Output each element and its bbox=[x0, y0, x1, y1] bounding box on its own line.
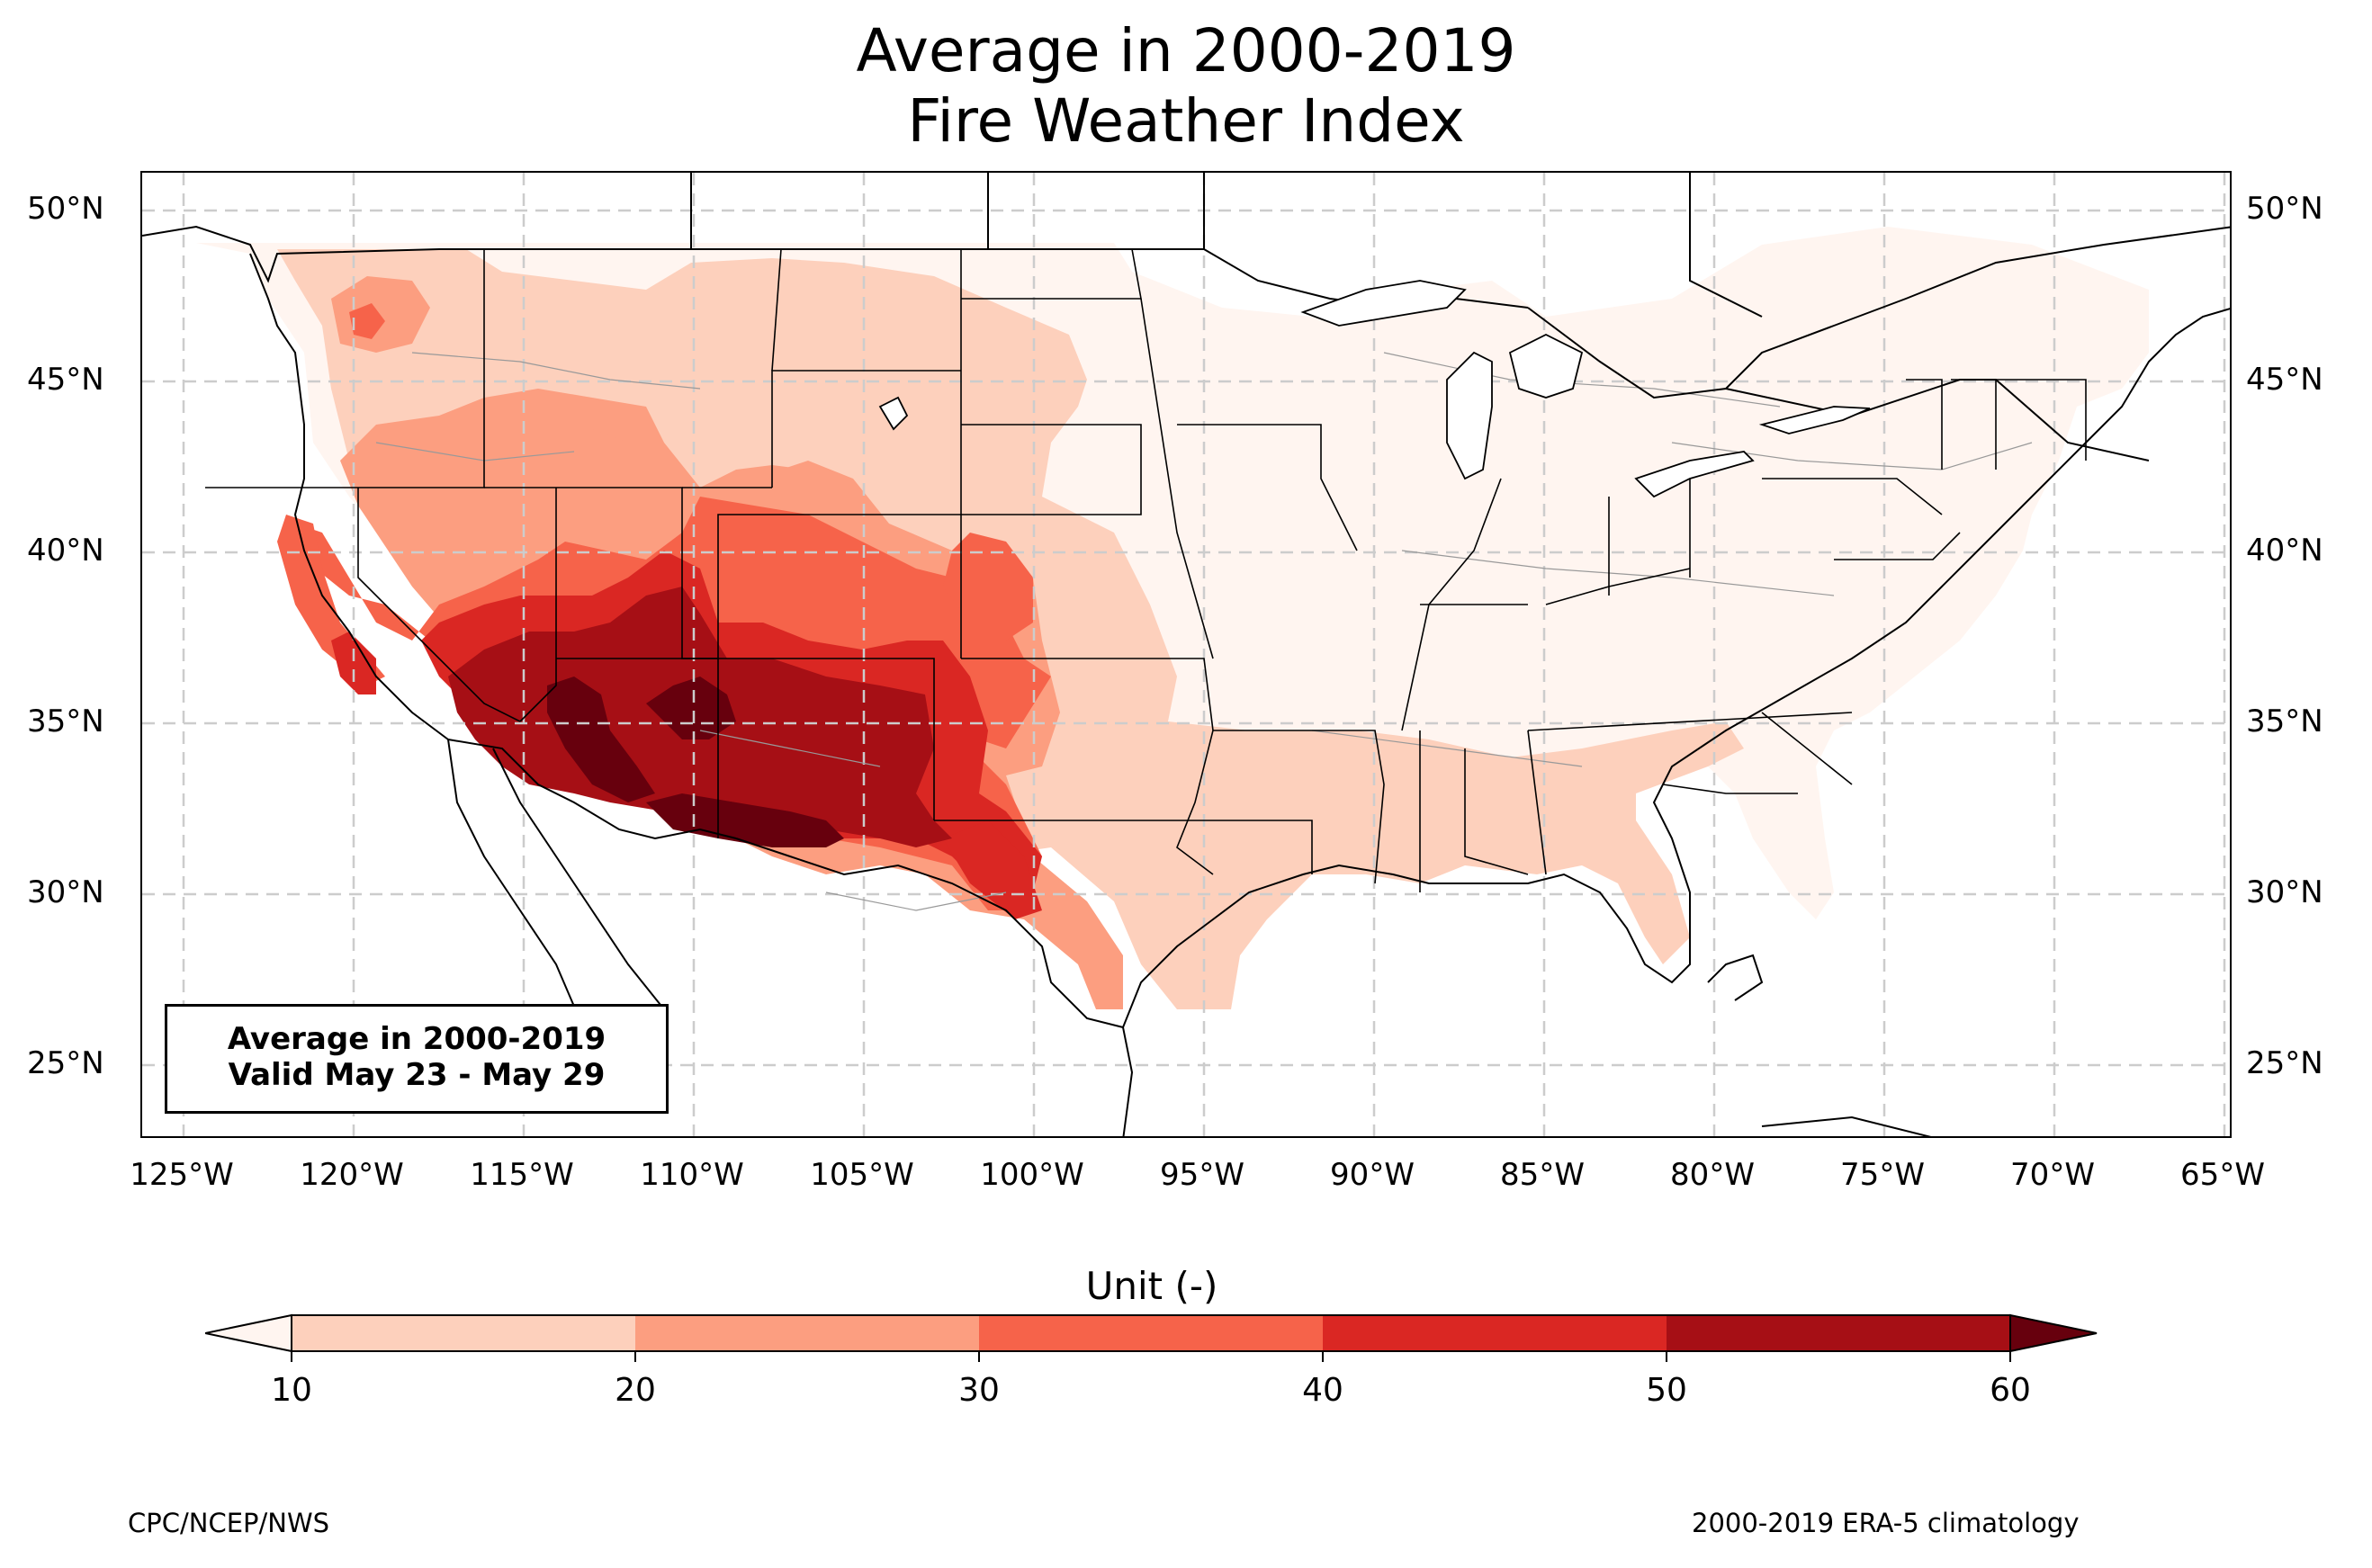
map-title: Average in 2000-2019 Fire Weather Index bbox=[0, 16, 2372, 157]
fire-weather-map bbox=[142, 173, 2230, 1136]
colorbar-outline bbox=[291, 1314, 2011, 1352]
lon-label-65w: 65°W bbox=[2180, 1157, 2265, 1193]
colorbar-bin-50-60 bbox=[1667, 1315, 2010, 1351]
colorbar-ticks bbox=[291, 1351, 2011, 1362]
colorbar-tick-30: 30 bbox=[958, 1372, 1000, 1409]
colorbar-tick-10: 10 bbox=[271, 1372, 312, 1409]
title-line-2: Fire Weather Index bbox=[907, 86, 1465, 156]
state-borders bbox=[205, 248, 2087, 892]
lon-label-125w: 125°W bbox=[130, 1157, 234, 1193]
lon-label-115w: 115°W bbox=[470, 1157, 574, 1193]
lon-label-105w: 105°W bbox=[810, 1157, 914, 1193]
footer-source: CPC/NCEP/NWS bbox=[128, 1508, 330, 1538]
info-line-2: Valid May 23 - May 29 bbox=[228, 1057, 606, 1093]
colorbar-under-arrow bbox=[205, 1313, 292, 1353]
lon-label-70w: 70°W bbox=[2010, 1157, 2095, 1193]
lon-label-80w: 80°W bbox=[1670, 1157, 1755, 1193]
lat-label-right-40: 40°N bbox=[2246, 533, 2323, 569]
fwi-contour-30-40-ca bbox=[277, 515, 385, 685]
title-line-1: Average in 2000-2019 bbox=[856, 16, 1516, 85]
fwi-contour-over-60-sw bbox=[646, 793, 844, 847]
fwi-contour-40-50-la bbox=[331, 632, 376, 694]
lat-label-left-40: 40°N bbox=[27, 533, 104, 569]
lat-label-right-45: 45°N bbox=[2246, 362, 2323, 398]
validity-info-box: Average in 2000-2019 Valid May 23 - May … bbox=[165, 1004, 669, 1114]
lon-label-75w: 75°W bbox=[1840, 1157, 1925, 1193]
coastlines-and-borders bbox=[142, 173, 2230, 1136]
lat-label-left-45: 45°N bbox=[27, 362, 104, 398]
colorbar-title: Unit (-) bbox=[1085, 1264, 1218, 1308]
fwi-contour-over-60 bbox=[547, 676, 655, 802]
colorbar-bin-40-50 bbox=[1323, 1315, 1667, 1351]
lon-label-95w: 95°W bbox=[1160, 1157, 1244, 1193]
colorbar-over-arrow bbox=[2009, 1313, 2098, 1353]
lat-label-right-25: 25°N bbox=[2246, 1045, 2323, 1081]
lon-label-110w: 110°W bbox=[640, 1157, 744, 1193]
lon-label-90w: 90°W bbox=[1330, 1157, 1415, 1193]
lat-label-right-30: 30°N bbox=[2246, 874, 2323, 910]
colorbar-bin-10-20 bbox=[292, 1315, 635, 1351]
map-panel bbox=[140, 171, 2232, 1138]
graticule bbox=[142, 173, 2230, 1136]
lon-label-100w: 100°W bbox=[980, 1157, 1084, 1193]
info-line-1: Average in 2000-2019 bbox=[227, 1021, 606, 1057]
lat-label-right-50: 50°N bbox=[2246, 191, 2323, 227]
colorbar bbox=[205, 1313, 2098, 1362]
lat-label-left-35: 35°N bbox=[27, 703, 104, 739]
fwi-contour-30-40-ks bbox=[943, 533, 1033, 641]
lon-label-85w: 85°W bbox=[1500, 1157, 1585, 1193]
colorbar-tick-20: 20 bbox=[615, 1372, 656, 1409]
footer-climatology: 2000-2019 ERA-5 climatology bbox=[1692, 1508, 2080, 1538]
great-lakes bbox=[878, 280, 1871, 498]
lat-label-left-30: 30°N bbox=[27, 874, 104, 910]
fwi-contour-30-40-north bbox=[349, 303, 385, 339]
lat-label-right-35: 35°N bbox=[2246, 703, 2323, 739]
lat-label-left-50: 50°N bbox=[27, 191, 104, 227]
colorbar-tick-40: 40 bbox=[1302, 1372, 1343, 1409]
colorbar-bin-30-40 bbox=[979, 1315, 1323, 1351]
colorbar-tick-50: 50 bbox=[1646, 1372, 1687, 1409]
lat-label-left-25: 25°N bbox=[27, 1045, 104, 1081]
lon-label-120w: 120°W bbox=[300, 1157, 404, 1193]
colorbar-tick-60: 60 bbox=[1990, 1372, 2031, 1409]
colorbar-bin-20-30 bbox=[635, 1315, 979, 1351]
